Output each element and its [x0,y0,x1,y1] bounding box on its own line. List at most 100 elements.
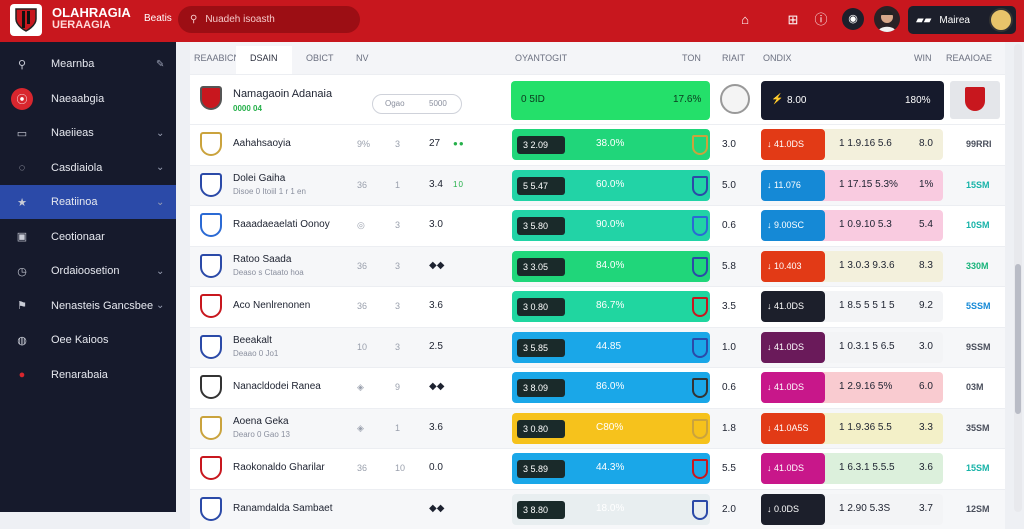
featured-result-badge[interactable] [950,81,1000,119]
sidebar-item-1[interactable]: ⦿ Naeaabgia [0,82,176,116]
featured-odds-box[interactable]: ⚡ 8.00 180% [761,81,944,120]
sidebar-item-label: Oee Kaioos [51,334,109,346]
table-row[interactable]: Ratoo Saada Deaso s Ctaato hoa 36 3 ◆◆ 3 3.05… [190,245,1005,286]
probability-bar[interactable]: 3 5.89 44.3% [512,453,710,484]
stat-g2: 3 [395,139,401,149]
probability-pill: 5 5.47 [517,176,565,195]
odds-range: 1 0.9.10 5.3 [839,219,892,230]
tab-2[interactable]: OBICT [306,53,334,63]
odds-value: 9.2 [919,300,933,311]
probability-bar[interactable]: 3 5.80 90.0% [512,210,710,241]
sidebar-item-label: Mearnba [51,58,95,70]
odds-range: 1 1.9.36 5.5 [839,421,892,433]
odds-box[interactable]: ↓ 41.0DS 1 0.3.1 5 6.5 3.0 [761,331,943,363]
probability-pill: 3 5.80 [517,217,565,235]
odds-box[interactable]: ↓ 9.00SC 1 0.9.10 5.3 5.4 [761,210,943,241]
win-value: 9SSM [966,341,991,352]
market-value: 2.0 [722,503,736,515]
sidebar-item-2[interactable]: ▭ Naeiieas ⌄ [0,116,176,150]
sidebar-item-4[interactable]: ★ Reatiinoa ⌄ [0,185,176,219]
brand-line2: UERAAGIA [52,19,111,31]
stake-input[interactable]: Ogao 5000 [372,94,462,114]
odds-value: 3.3 [919,421,933,433]
table-row[interactable]: Aahahsaoyia 9% 3 27 ●● 3 2.09 38.0% 3.0 ↓ 41.0DS… [190,124,1005,164]
avatar[interactable] [874,6,900,32]
table-row[interactable]: Aoena Geka Dearo 0 Gao 13 ◈ 1 3.6 3 0.80 C80% 1… [190,407,1005,448]
odds-box[interactable]: ↓ 41.0DS 1 1.9.16 5.6 8.0 [761,129,943,160]
account-button[interactable]: ▰▰ Mairea [908,6,1016,34]
featured-odds-right: 180% [905,95,931,106]
odds-box[interactable]: ↓ 41.0DS 1 2.9.16 5% 6.0 [761,372,943,403]
top-nav-link[interactable]: Beatis [144,13,172,24]
probability-percent: 86.0% [596,381,625,392]
team-sub: Disoe 0 Itoiil 1 r 1 en [233,186,306,196]
probability-bar[interactable]: 3 8.80 18.0% [512,493,710,525]
sidebar-item-5[interactable]: ▣ Ceotionaar [0,220,176,254]
top-bar: OLAHRAGIA UERAAGIA Beatis ⚲ Nuadeh isoas… [0,0,1024,42]
chat-button[interactable]: ◉ [842,8,864,30]
team-name: Aco Nenlrenonen [233,300,311,311]
search-input[interactable]: ⚲ Nuadeh isoasth [178,6,360,33]
probability-bar[interactable]: 5 5.47 60.0% [512,169,710,201]
sidebar-item-label: Naeiieas [51,127,94,139]
gift-icon[interactable]: ⊞ [787,12,799,27]
sidebar-item-9[interactable]: ● Renarabaia [0,358,176,392]
market-value: 0.6 [722,382,736,393]
table-row[interactable]: Raaadaeaelati Oonoy ◎ 3 3.0 3 5.80 90.0% 0.6 ↓ … [190,205,1005,245]
probability-bar[interactable]: 3 8.09 86.0% [512,372,710,403]
stat-n: 3.6 [429,421,443,433]
tab-0[interactable]: REAABICN [194,53,241,63]
odds-label: ↓ 41.0DS [761,331,825,363]
odds-box[interactable]: ↓ 41.0DS 1 8.5 5 5 1 5 9.2 [761,291,943,322]
odds-box[interactable]: ↓ 41.0A5S 1 1.9.36 5.5 3.3 [761,412,943,444]
table-row[interactable]: Beeakalt Deaao 0 Jo1 10 3 2.5 3 5.85 44.85 1.0 ↓… [190,326,1005,367]
tab-3[interactable]: NV [356,53,369,63]
probability-bar[interactable]: 3 3.05 84.0% [512,250,710,282]
probability-bar[interactable]: 3 0.80 C80% [512,412,710,444]
featured-pill: 0 5ID [521,94,545,105]
probability-percent: 84.0% [596,259,625,271]
probability-bar[interactable]: 3 2.09 38.0% [512,129,710,160]
win-value: 12SM [966,503,990,514]
circle-icon: ◍ [17,334,27,347]
table-row[interactable]: Dolei Gaiha Disoe 0 Itoiil 1 r 1 en 36 1 3.4… [190,164,1005,205]
odds-box[interactable]: ↓ 11.076 1 17.15 5.3% 1% [761,169,943,201]
brand-logo[interactable] [10,4,42,36]
tab-1[interactable]: DSAIN [236,46,292,74]
home-icon[interactable]: ⌂ [741,12,749,27]
team-name: Raaadaeaelati Oonoy [233,219,330,230]
chevron-down-icon: ⌄ [156,196,165,208]
odds-label: ↓ 41.0DS [761,129,825,160]
table-row[interactable]: Ranamdalda Sambaet ◆◆ 3 8.80 18.0% 2.0 ↓ 0.0D… [190,488,1005,529]
odds-box[interactable]: ↓ 10.403 1 3.0.3 9.3.6 8.3 [761,250,943,282]
market-value: 3.0 [722,139,736,150]
stat-g2: 1 [395,179,401,190]
odds-label: ↓ 0.0DS [761,493,825,525]
club-badge-icon [989,8,1013,32]
probability-bar[interactable]: 3 5.85 44.85 [512,331,710,363]
odds-box[interactable]: ↓ 41.0DS 1 6.3.1 5.5.5 3.6 [761,453,943,484]
sidebar-item-0[interactable]: ⚲ Mearnba ✎ [0,47,176,81]
info-icon[interactable]: ⓘ [814,12,828,27]
probability-pill: 3 5.89 [517,460,565,478]
odds-value: 6.0 [919,381,933,392]
team-sub: Deaso s Ctaato hoa [233,267,304,277]
search-icon: ⚲ [17,58,27,71]
featured-team-name: Namagaoin Adanaia [233,88,333,100]
chevron-down-icon: ⌄ [156,265,165,277]
sidebar-item-6[interactable]: ◷ Ordaioosetion ⌄ [0,254,176,288]
table-row[interactable]: Aco Nenlrenonen 36 3 3.6 3 0.80 86.7% 3.5 ↓ 41.… [190,286,1005,326]
sidebar-item-7[interactable]: ⚑ Nenasteis Gancsbee ⌄ [0,289,176,323]
wallet-icon: ▰▰ [916,14,932,26]
table-row[interactable]: Nanacldodei Ranea ◈ 9 ◆◆ 3 8.09 86.0% 0.6 ↓ 41.… [190,367,1005,407]
probability-bar[interactable]: 3 0.80 86.7% [512,291,710,322]
scrollbar-thumb[interactable] [1015,264,1021,414]
stat-g2: 3 [395,301,401,311]
featured-row[interactable]: Namagaoin Adanaia 0000 04 Ogao 5000 0 5I… [190,74,1005,124]
table-row[interactable]: Raokonaldo Gharilar 36 10 0.0 3 5.89 44.3% 5.5… [190,448,1005,488]
sidebar-item-8[interactable]: ◍ Oee Kaioos [0,323,176,357]
odds-box[interactable]: ↓ 0.0DS 1 2.90 5.3S 3.7 [761,493,943,525]
featured-probability-bar[interactable]: 0 5ID 17.6% [511,81,710,120]
sidebar-item-3[interactable]: ◌ Casdiaiola ⌄ [0,151,176,185]
club-crest-icon [692,418,708,439]
